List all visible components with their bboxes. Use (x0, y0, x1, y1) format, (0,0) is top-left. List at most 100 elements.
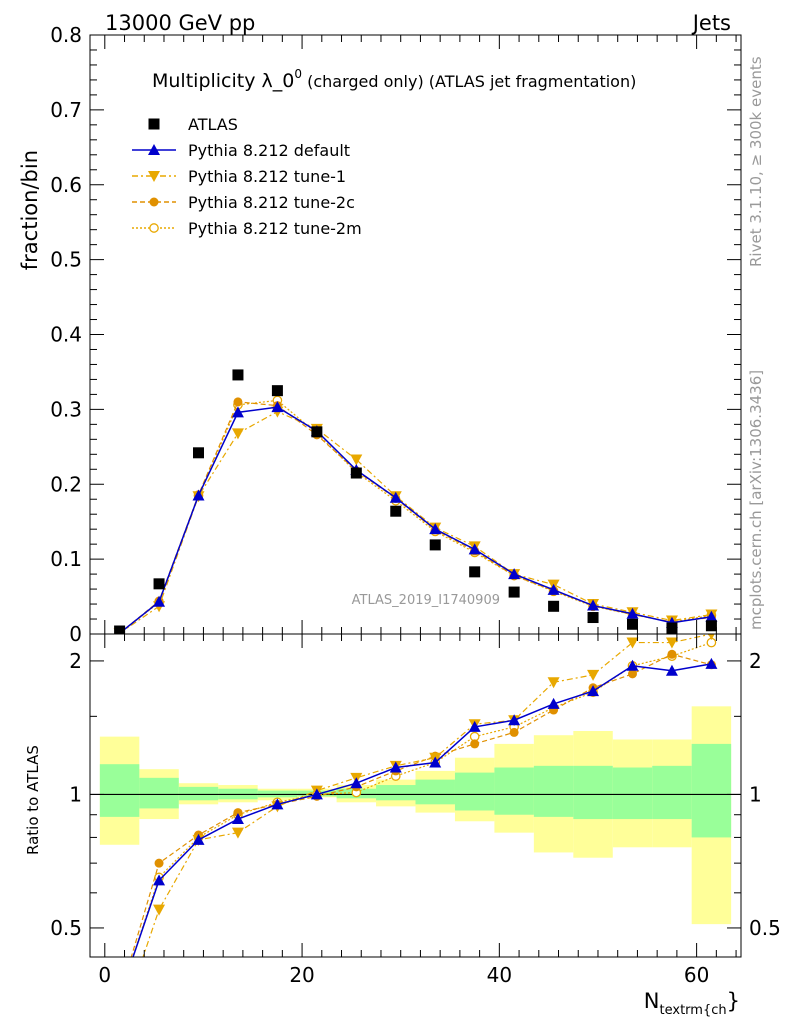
ratio-marks (90, 634, 741, 957)
main-0-point-10 (508, 586, 520, 598)
main-0-point-0 (114, 625, 126, 634)
main-1-point-2 (192, 489, 205, 501)
main-0-point-15 (705, 620, 717, 632)
ratio-series-pythia-8-212-default (132, 657, 718, 957)
ratio-x-label: Ntextrm{ch} (644, 989, 740, 1018)
main-title-rest: (charged only) (ATLAS jet fragmentation) (302, 72, 636, 91)
ratio-2-point-10 (509, 727, 519, 737)
main-1-point-3 (231, 406, 244, 418)
legend-marker-4 (149, 223, 159, 233)
x-tick-label-1: 20 (289, 963, 314, 987)
main-1-point-8 (429, 523, 442, 535)
ratio-frame (89, 633, 742, 958)
ratio-band-inner-15 (691, 743, 732, 838)
ratio-band-inner-2 (178, 786, 219, 801)
ratio-band-inner-11 (533, 765, 574, 817)
x-label-close: } (727, 989, 740, 1013)
ratio-y-label: Ratio to ATLAS (24, 745, 42, 855)
x-tick-label-3: 60 (684, 963, 709, 987)
ratio-band-inner-7 (376, 785, 416, 801)
ratio-1-point-3 (231, 827, 244, 839)
legend-item-0: ATLAS (148, 115, 238, 134)
ratio-2-line (130, 653, 712, 957)
header-left: 13000 GeV pp (105, 11, 255, 35)
main-0-point-7 (390, 505, 402, 517)
main-0-point-4 (271, 385, 283, 397)
legend-item-2: Pythia 8.212 tune-1 (132, 167, 346, 186)
ratio-band-inner-8 (415, 779, 455, 805)
ratio-1-point-13 (626, 637, 639, 649)
main-y-label: fraction/bin (18, 150, 42, 270)
main-4-line (119, 399, 712, 634)
ratio-0-point-1 (153, 874, 166, 886)
x-label-main: N (644, 989, 660, 1013)
ratio-0-point-10 (508, 714, 521, 726)
ratio-3-line (132, 641, 712, 957)
main-1-point-9 (468, 543, 481, 555)
main-0-point-1 (153, 578, 165, 590)
legend: ATLAS Pythia 8.212 default Pythia 8.212 tu… (132, 115, 362, 238)
ratio-1-point-12 (587, 669, 600, 681)
ratio-0-point-5 (310, 788, 323, 800)
legend-item-4: Pythia 8.212 tune-2m (132, 219, 362, 238)
ratio-band-inner-0 (99, 764, 140, 817)
main-axes: 0 0.1 0.2 0.3 0.4 0.5 0.6 0.7 0.8 (50, 23, 741, 646)
ratio-2-point-14 (667, 649, 677, 659)
main-title-sup: 0 (294, 67, 302, 81)
main-1-line (119, 406, 712, 634)
x-tick-label-2: 40 (487, 963, 512, 987)
main-0-point-9 (469, 566, 481, 578)
ratio-y-tick-label-right-0: 0.5 (749, 916, 781, 940)
main-y-tick-label-1: 0.1 (50, 547, 82, 571)
ratio-0-point-11 (547, 697, 560, 709)
main-panel: 0 0.1 0.2 0.3 0.4 0.5 0.6 0.7 0.8 Multiplicity λ… (18, 23, 742, 646)
legend-label-3: Pythia 8.212 tune-2c (188, 193, 355, 212)
ratio-1-point-14 (665, 637, 678, 649)
ratio-y-tick-label-right-2: 2 (749, 649, 762, 673)
main-y-tick-label-3: 0.3 (50, 397, 82, 421)
ratio-0-point-12 (587, 685, 600, 697)
main-1-point-1 (153, 595, 166, 607)
legend-marker-1 (148, 144, 160, 155)
ratio-band-inner-12 (573, 765, 613, 820)
main-2-point-6 (350, 454, 363, 466)
rivet-label: Rivet 3.1.10, ≥ 300k events (747, 56, 765, 267)
main-series-group (113, 369, 718, 634)
main-y-tick-label-0: 0 (69, 622, 82, 646)
ratio-0-point-6 (350, 777, 363, 789)
ratio-0-point-8 (429, 756, 442, 768)
ratio-2-point-9 (470, 739, 480, 749)
main-title: Multiplicity λ_00 (charged only) (ATLAS … (152, 67, 636, 92)
ratio-band-inner-9 (454, 772, 495, 811)
ratio-panel: 0.5 0.51 12 20 20 40 60 Ratio to ATLAS Ntextrm… (24, 633, 781, 1018)
ratio-y-tick-label-right-1: 1 (749, 782, 762, 806)
main-1-point-12 (587, 599, 600, 611)
legend-label-0: ATLAS (188, 115, 238, 134)
main-1-point-10 (508, 568, 521, 580)
main-y-tick-label-8: 0.8 (50, 23, 82, 47)
ratio-0-point-14 (665, 664, 678, 676)
main-0-point-3 (232, 369, 244, 381)
analysis-label: ATLAS_2019_I1740909 (352, 593, 500, 608)
main-y-tick-label-7: 0.7 (50, 98, 82, 122)
legend-label-1: Pythia 8.212 default (188, 141, 350, 160)
ratio-2-point-1 (154, 858, 164, 868)
ratio-2-point-13 (628, 669, 637, 679)
main-0-point-14 (666, 622, 678, 634)
ratio-0-point-4 (271, 798, 284, 810)
ratio-y-tick-label-0: 0.5 (50, 916, 82, 940)
main-y-tick-label-5: 0.5 (50, 248, 82, 272)
header-right: Jets (691, 11, 731, 35)
main-1-point-4 (271, 401, 284, 413)
ratio-0-point-2 (192, 833, 205, 845)
legend-label-4: Pythia 8.212 tune-2m (188, 219, 362, 238)
legend-marker-0 (148, 118, 160, 130)
main-1-point-7 (389, 491, 402, 503)
ratio-1-line (142, 634, 712, 957)
ratio-y-tick-label-2: 2 (69, 649, 82, 673)
main-marks (113, 369, 718, 634)
ratio-band-inner-10 (494, 767, 534, 815)
legend-marker-2 (148, 171, 160, 182)
series-atlas (114, 369, 717, 634)
main-1-point-13 (626, 607, 639, 619)
